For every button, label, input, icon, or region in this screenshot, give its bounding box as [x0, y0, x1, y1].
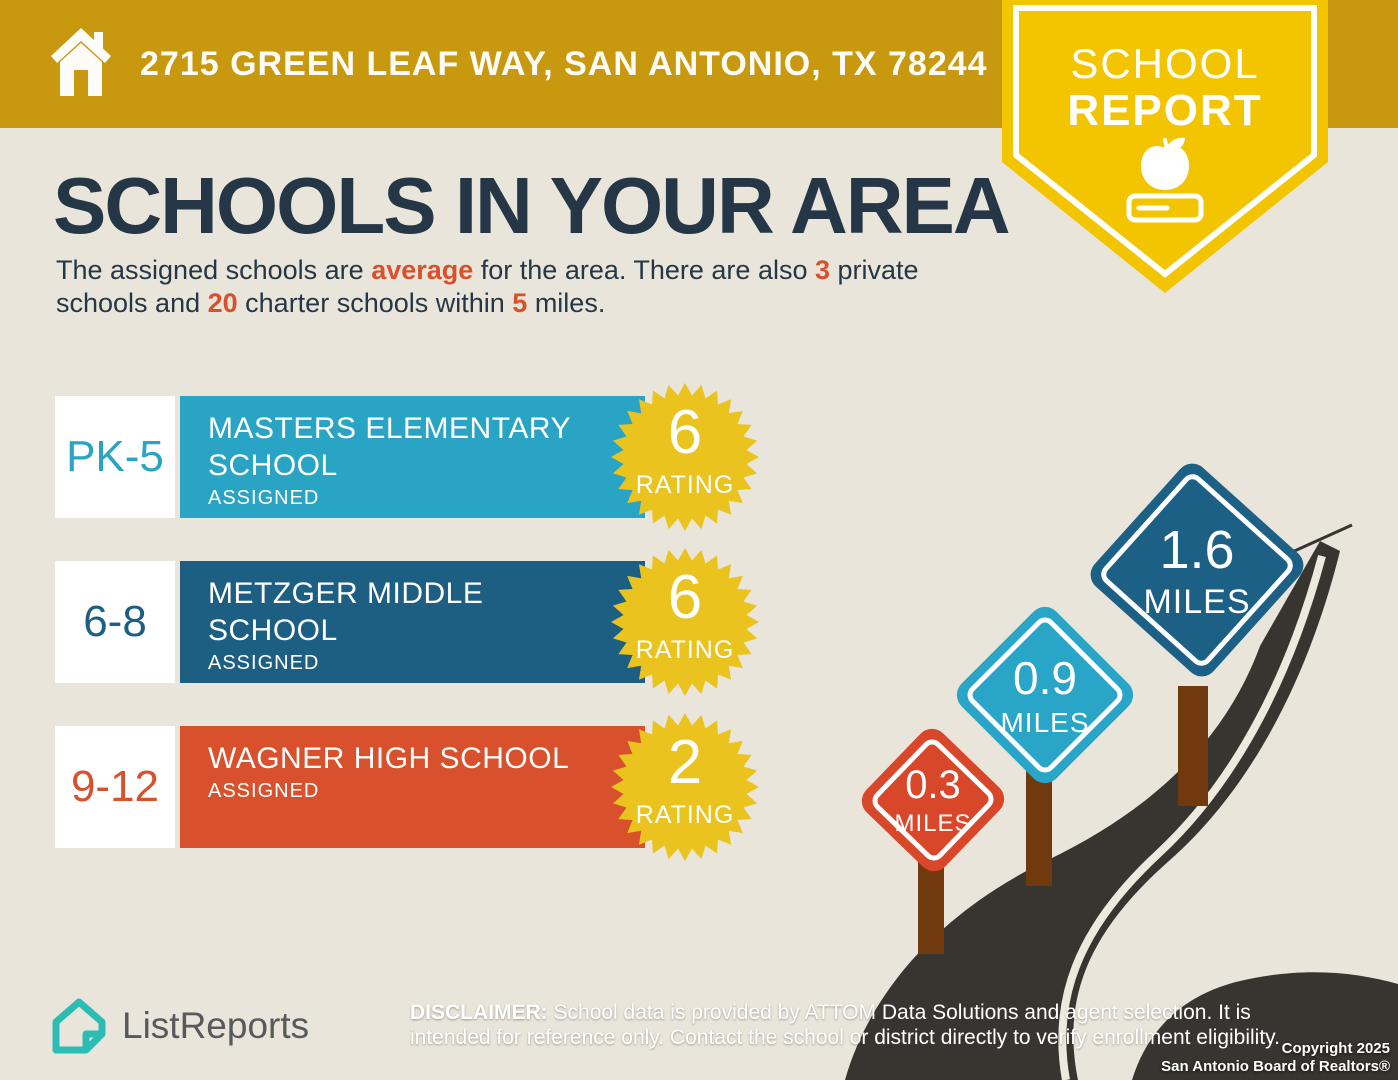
- sign-post: [1178, 686, 1208, 806]
- rating-label: RATING: [635, 471, 735, 499]
- grade-range-badge: PK-5: [55, 396, 175, 518]
- distance-unit: MILES: [1000, 707, 1090, 738]
- subtitle-text: The assigned schools are: [56, 255, 372, 285]
- subtitle-text: for the area. There are also: [473, 255, 815, 285]
- school-row-elementary: PK-5 MASTERS ELEMENTARY SCHOOL ASSIGNED …: [55, 383, 785, 531]
- rating-label: RATING: [635, 801, 735, 829]
- distance-value: 0.9: [1013, 652, 1077, 704]
- school-bar: METZGER MIDDLE SCHOOL ASSIGNED: [180, 561, 645, 683]
- disclaimer-text: DISCLAIMER: School data is provided by A…: [410, 1000, 1325, 1050]
- sign-post: [918, 858, 944, 954]
- ribbon-title-line2: REPORT: [1067, 86, 1263, 135]
- distance-sign-near: 0.3 MILES: [855, 722, 1011, 878]
- starburst-icon: [611, 548, 759, 696]
- subtitle: The assigned schools are average for the…: [56, 254, 986, 320]
- sign-post: [1026, 768, 1052, 886]
- grade-range: 9-12: [70, 762, 160, 811]
- distance-value: 1.6: [1159, 519, 1235, 580]
- starburst-icon: [611, 713, 759, 861]
- starburst-icon: [611, 383, 759, 531]
- school-list: PK-5 MASTERS ELEMENTARY SCHOOL ASSIGNED …: [55, 383, 785, 891]
- grade-range: 6-8: [83, 597, 147, 646]
- school-report-ribbon: SCHOOL REPORT: [1002, 0, 1328, 300]
- school-name: WAGNER HIGH SCHOOL: [208, 742, 570, 775]
- school-row-middle: 6-8 METZGER MIDDLE SCHOOL ASSIGNED 6 RAT…: [55, 548, 785, 696]
- subtitle-emphasis: 20: [207, 288, 238, 318]
- school-name: MASTERS ELEMENTARY SCHOOL: [208, 412, 571, 482]
- page-title: SCHOOLS IN YOUR AREA: [53, 161, 1011, 250]
- apple-on-book-icon: [1126, 137, 1204, 223]
- subtitle-emphasis: 3: [814, 255, 831, 285]
- assigned-label: ASSIGNED: [208, 780, 320, 802]
- road-bottom-leg: [1132, 972, 1398, 1080]
- copyright-line1: Copyright 2025: [1281, 1040, 1390, 1057]
- school-name: METZGER MIDDLE SCHOOL: [208, 577, 484, 647]
- brand-name: ListReports: [122, 1005, 310, 1046]
- sign-text: 1.6 MILES: [1117, 490, 1277, 650]
- property-address: 2715 GREEN LEAF WAY, SAN ANTONIO, TX 782…: [140, 44, 988, 83]
- sign-text: 0.9 MILES: [978, 628, 1112, 762]
- subtitle-text: private schools and: [56, 255, 919, 318]
- distance-unit: MILES: [894, 809, 972, 837]
- copyright-notice: Copyright 2025 San Antonio Board of Real…: [1161, 1040, 1390, 1076]
- rating-value: 2: [667, 728, 703, 797]
- grade-range-badge: 9-12: [55, 726, 175, 848]
- road-center-line: [1058, 554, 1326, 1080]
- grade-range: PK-5: [66, 432, 164, 481]
- subtitle-text: miles.: [527, 288, 606, 318]
- distance-value: 0.3: [905, 762, 961, 807]
- assigned-label: ASSIGNED: [208, 652, 320, 674]
- subtitle-text: charter schools within: [237, 288, 513, 318]
- distance-unit: MILES: [1143, 582, 1251, 621]
- sign-text: 0.3 MILES: [878, 745, 988, 855]
- grade-range-badge: 6-8: [55, 561, 175, 683]
- rating-badge: 2 RATING: [599, 701, 771, 873]
- copyright-line2: San Antonio Board of Realtors®: [1161, 1058, 1390, 1075]
- disclaimer-label: DISCLAIMER:: [410, 1001, 548, 1024]
- rating-label: RATING: [635, 636, 735, 664]
- disclaimer-body: School data is provided by ATTOM Data So…: [410, 1001, 1280, 1049]
- ribbon-title-line1: SCHOOL: [1070, 40, 1260, 87]
- assigned-label: ASSIGNED: [208, 487, 320, 509]
- rating-value: 6: [667, 563, 703, 632]
- subtitle-emphasis: average: [371, 255, 474, 285]
- subtitle-emphasis: 5: [512, 288, 528, 318]
- school-row-high: 9-12 WAGNER HIGH SCHOOL ASSIGNED 2 RATIN…: [55, 713, 785, 861]
- distance-sign-mid: 0.9 MILES: [950, 600, 1140, 790]
- listreports-house-icon: [52, 998, 106, 1054]
- road-main-leg: [845, 541, 1340, 1080]
- listreports-logo: ListReports: [50, 996, 309, 1056]
- distance-sign-far: 1.6 MILES: [1084, 457, 1310, 683]
- school-bar: MASTERS ELEMENTARY SCHOOL ASSIGNED: [180, 396, 645, 518]
- rating-badge: 6 RATING: [599, 536, 771, 708]
- rating-value: 6: [667, 398, 703, 467]
- rating-badge: 6 RATING: [599, 371, 771, 543]
- school-bar: WAGNER HIGH SCHOOL ASSIGNED: [180, 726, 645, 848]
- house-icon: [51, 28, 111, 96]
